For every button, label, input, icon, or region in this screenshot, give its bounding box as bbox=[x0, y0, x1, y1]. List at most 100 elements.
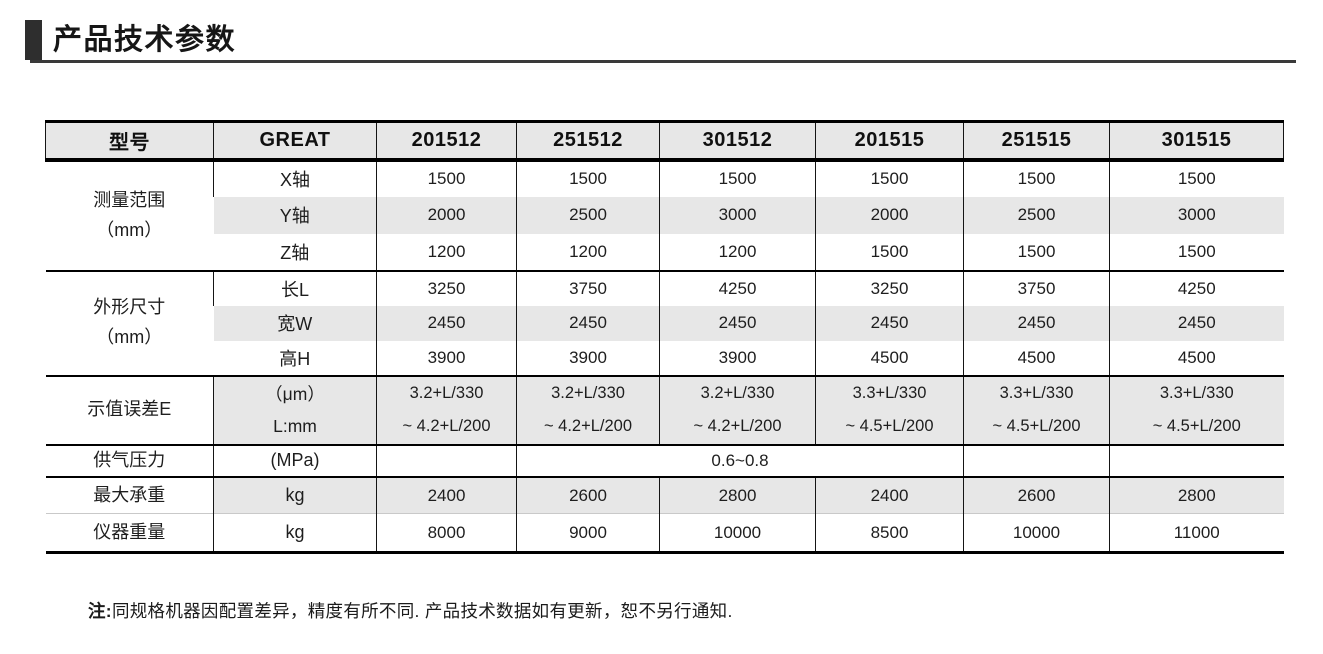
header-cell-model: 251515 bbox=[963, 120, 1110, 162]
row-label-instrument-weight: 仪器重量 bbox=[45, 513, 214, 555]
table-cell: 1200 bbox=[516, 233, 660, 271]
table-cell: 3000 bbox=[659, 196, 816, 234]
table-cell: 2450 bbox=[376, 305, 517, 341]
table-cell: 2800 bbox=[1109, 475, 1284, 514]
table-cell-merged-air-pressure: 0.6~0.8 bbox=[516, 444, 964, 477]
table-cell: 1500 bbox=[815, 233, 964, 271]
table-row: Y轴 2000 2500 3000 2000 2500 3000 bbox=[46, 196, 1284, 234]
table-cell: 3750 bbox=[516, 269, 660, 306]
header-cell-model-label: 型号 bbox=[45, 120, 214, 162]
sub-label-length: 长L bbox=[213, 269, 377, 306]
table-cell: 1500 bbox=[659, 159, 816, 197]
table-cell: 2600 bbox=[963, 475, 1110, 514]
table-cell: 1200 bbox=[376, 233, 517, 271]
table-cell: 4250 bbox=[1109, 269, 1284, 306]
footnote: 注:同规格机器因配置差异，精度有所不同. 产品技术数据如有更新，恕不另行通知. bbox=[88, 598, 733, 623]
row-label-air-pressure: 供气压力 bbox=[45, 444, 214, 477]
table-row: 外形尺寸 （mm） 长L 3250 3750 4250 3250 3750 42… bbox=[45, 269, 1284, 376]
table-cell: 1500 bbox=[1109, 159, 1284, 197]
table-cell: 4500 bbox=[963, 340, 1110, 376]
spec-table: 型号 GREAT 201512 251512 301512 201515 251… bbox=[45, 120, 1284, 555]
table-cell: 2450 bbox=[659, 305, 816, 341]
sub-label-height: 高H bbox=[279, 348, 311, 369]
table-row: Z轴 1200 1200 1200 1500 1500 1500 bbox=[46, 233, 1284, 271]
table-cell: 1500 bbox=[963, 159, 1110, 197]
empty-cell bbox=[376, 444, 517, 477]
sub-label-x-axis: X轴 bbox=[213, 159, 377, 197]
table-cell: 3.2+L/330 ~ 4.2+L/200 bbox=[516, 374, 660, 446]
empty-cell bbox=[1109, 444, 1284, 477]
table-cell: 2450 bbox=[516, 305, 660, 341]
table-cell: 1500 bbox=[963, 233, 1110, 271]
table-cell: 2400 bbox=[815, 475, 964, 514]
table-cell: 4500 bbox=[1109, 340, 1284, 376]
sub-label-weight-unit: kg bbox=[213, 513, 377, 555]
table-cell: 2400 bbox=[376, 475, 517, 514]
header-cell-model: 251512 bbox=[516, 120, 660, 162]
table-cell: 2000 bbox=[376, 196, 517, 234]
header-cell-model: 201515 bbox=[815, 120, 964, 162]
table-cell: 3.2+L/330 ~ 4.2+L/200 bbox=[376, 374, 517, 446]
header-cell-model: 201512 bbox=[376, 120, 517, 162]
table-row: 仪器重量 kg 8000 9000 10000 8500 10000 11000 bbox=[45, 513, 1284, 555]
table-cell: 1500 bbox=[815, 159, 964, 197]
table-row: 高H 3900 3900 3900 4500 4500 4500 bbox=[46, 340, 1284, 376]
table-cell: 2450 bbox=[1109, 305, 1284, 341]
table-cell: 3250 bbox=[376, 269, 517, 306]
row-label-indication-error: 示值误差E bbox=[45, 374, 214, 446]
table-row: 示值误差E （μm） L:mm 3.2+L/330 ~ 4.2+L/200 3.… bbox=[45, 374, 1284, 446]
table-cell: 8000 bbox=[376, 513, 517, 555]
table-cell: 2800 bbox=[659, 475, 816, 514]
table-cell: 3.3+L/330 ~ 4.5+L/200 bbox=[815, 374, 964, 446]
footnote-text: 同规格机器因配置差异，精度有所不同. 产品技术数据如有更新，恕不另行通知. bbox=[111, 601, 733, 621]
row-label-max-load: 最大承重 bbox=[45, 475, 214, 514]
header-row: 型号 GREAT 201512 251512 301512 201515 251… bbox=[45, 120, 1284, 162]
sub-label-load-unit: kg bbox=[213, 475, 377, 514]
table-cell: 4250 bbox=[659, 269, 816, 306]
table-cell: 1500 bbox=[1109, 233, 1284, 271]
table-cell: 1500 bbox=[516, 159, 660, 197]
footnote-prefix: 注: bbox=[88, 601, 112, 621]
table-cell: 3900 bbox=[376, 340, 517, 376]
title-underline bbox=[30, 60, 1296, 63]
table-cell: 3.3+L/330 ~ 4.5+L/200 bbox=[1109, 374, 1284, 446]
title-marker-bar bbox=[25, 20, 42, 60]
table-cell: 3900 bbox=[516, 340, 660, 376]
header-cell-model: 301515 bbox=[1109, 120, 1284, 162]
table-cell: 10000 bbox=[963, 513, 1110, 555]
page-title: 产品技术参数 bbox=[53, 24, 237, 56]
table-cell: 2600 bbox=[516, 475, 660, 514]
table-cell: 2500 bbox=[516, 196, 660, 234]
sub-label-z-axis: Z轴 bbox=[280, 242, 310, 263]
table-cell: 4500 bbox=[815, 340, 964, 376]
empty-cell bbox=[963, 444, 1110, 477]
table-cell: 3000 bbox=[1109, 196, 1284, 234]
row-label-measure-range: 测量范围 （mm） bbox=[93, 189, 166, 240]
table-cell: 8500 bbox=[815, 513, 964, 555]
table-cell: 1200 bbox=[659, 233, 816, 271]
table-cell: 2450 bbox=[963, 305, 1110, 341]
table-row: 测量范围 （mm） X轴 1500 1500 1500 1500 1500 15… bbox=[46, 159, 1284, 240]
table-row: 宽W 2450 2450 2450 2450 2450 2450 bbox=[46, 305, 1284, 341]
table-cell: 3.2+L/330 ~ 4.2+L/200 bbox=[659, 374, 816, 446]
table-cell: 10000 bbox=[659, 513, 816, 555]
table-row: 供气压力 (MPa) 0.6~0.8 bbox=[45, 444, 1284, 477]
table-cell: 9000 bbox=[516, 513, 660, 555]
table-cell: 3750 bbox=[963, 269, 1110, 306]
header-cell-brand: GREAT bbox=[213, 120, 377, 162]
sub-label-air-unit: (MPa) bbox=[213, 444, 377, 477]
header-cell-model: 301512 bbox=[659, 120, 816, 162]
table-cell: 3250 bbox=[815, 269, 964, 306]
sub-label-y-axis: Y轴 bbox=[213, 196, 377, 234]
table-cell: 2450 bbox=[815, 305, 964, 341]
table-cell: 11000 bbox=[1109, 513, 1284, 555]
sub-label-width: 宽W bbox=[213, 305, 377, 341]
table-cell: 3.3+L/330 ~ 4.5+L/200 bbox=[963, 374, 1110, 446]
row-label-dimensions: 外形尺寸 （mm） bbox=[45, 269, 214, 376]
table-cell: 1500 bbox=[376, 159, 517, 197]
table-row: 最大承重 kg 2400 2600 2800 2400 2600 2800 bbox=[45, 475, 1284, 514]
sub-label-error-unit: （μm） L:mm bbox=[213, 374, 377, 446]
table-cell: 2000 bbox=[815, 196, 964, 234]
table-cell: 2500 bbox=[963, 196, 1110, 234]
